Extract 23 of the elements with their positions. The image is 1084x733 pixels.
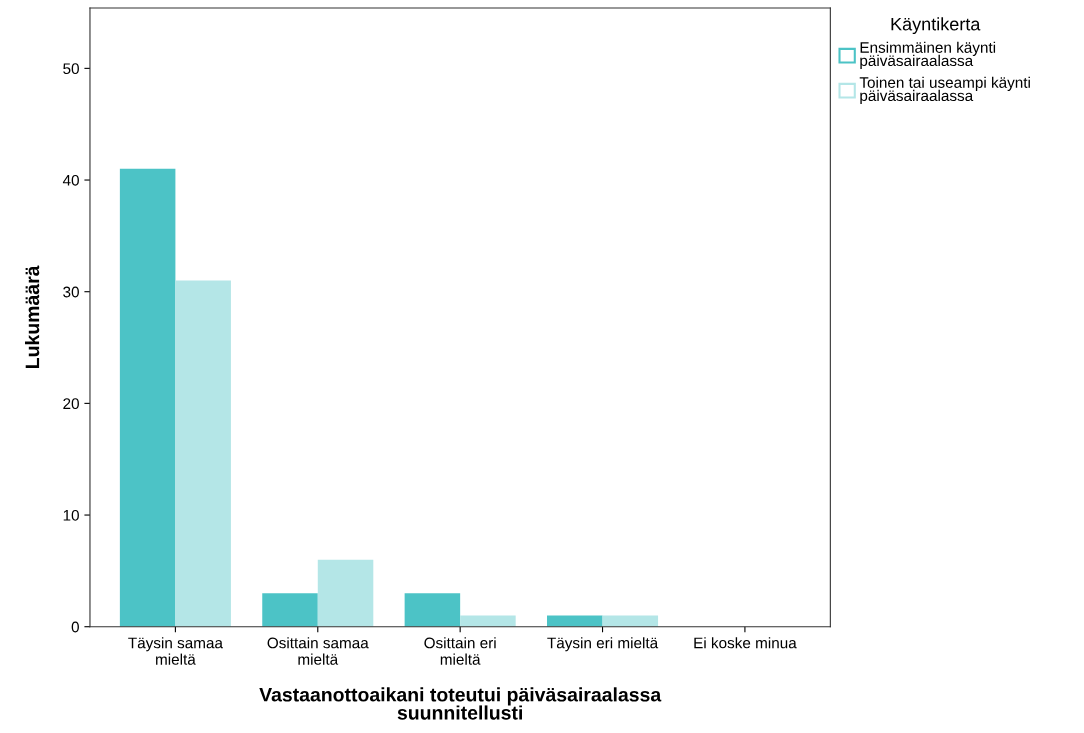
legend-label: Ensimmäinen käynti päiväsairaalassa (860, 41, 996, 70)
x-tick-label: Osittain eri mieltä (424, 637, 496, 665)
y-tick-label: 10 (63, 509, 79, 521)
bar (460, 615, 516, 627)
bar (175, 280, 231, 627)
legend-title: Käyntikerta (891, 17, 981, 35)
x-axis-title: Vastaanottoaikani toteutui päiväsairaalassa suunnitellusti (259, 687, 662, 720)
y-tick-label: 50 (63, 63, 79, 75)
bar (262, 593, 318, 627)
bar (317, 559, 374, 627)
bar (119, 168, 176, 627)
y-axis-title: Lukumäärä (24, 265, 40, 368)
bar (547, 615, 603, 627)
x-tick-label: Täysin eri mieltä (547, 637, 659, 652)
bar (404, 593, 461, 627)
y-tick-label: 0 (71, 621, 79, 633)
y-tick-label: 20 (63, 398, 79, 410)
x-tick-label: Ei koske minua (694, 637, 797, 649)
x-tick-label: Osittain samaa mieltä (267, 637, 369, 665)
x-tick-label: Täysin samaa mieltä (128, 637, 223, 665)
y-tick-label: 40 (62, 174, 79, 186)
legend-label: Toinen tai useampi käynti päiväsairaalassa (859, 76, 1030, 105)
y-tick-label: 30 (63, 286, 79, 298)
